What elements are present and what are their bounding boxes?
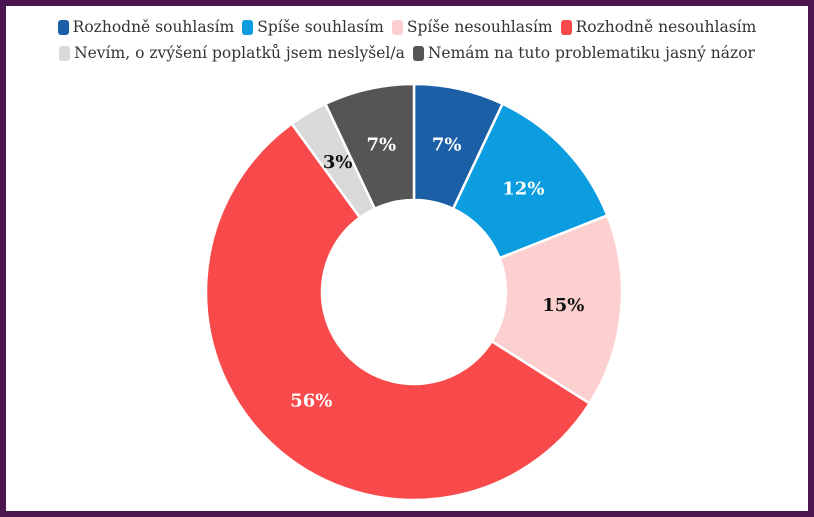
legend-label: Spíše nesouhlasím <box>406 18 553 36</box>
legend-label: Rozhodně nesouhlasím <box>575 18 757 36</box>
legend-item[interactable]: Spíše souhlasím <box>242 18 384 36</box>
donut-slice <box>204 121 592 502</box>
legend-swatch <box>412 45 424 61</box>
legend-item[interactable]: Nemám na tuto problematiku jasný názor <box>412 44 755 62</box>
legend-label: Rozhodně souhlasím <box>72 18 235 36</box>
legend-item[interactable]: Spíše nesouhlasím <box>391 18 553 36</box>
data-label: 7% <box>432 135 462 156</box>
chart: 7% 12% 15% 56% 3% 7% <box>204 82 624 502</box>
legend: Rozhodně souhlasím Spíše souhlasím Spíše n… <box>6 18 808 62</box>
legend-swatch <box>560 19 572 35</box>
donut-slice <box>451 102 610 260</box>
data-label: 12% <box>502 178 544 199</box>
legend-label: Nemám na tuto problematiku jasný názor <box>427 44 755 62</box>
legend-label: Spíše souhlasím <box>257 18 384 36</box>
legend-item[interactable]: Rozhodně souhlasím <box>57 18 235 36</box>
data-label: 15% <box>542 295 584 316</box>
donut-slice <box>323 82 416 211</box>
legend-swatch <box>59 45 71 61</box>
data-label: 3% <box>323 152 353 173</box>
legend-item[interactable]: Nevím, o zvýšení poplatků jsem neslyšel/… <box>59 44 405 62</box>
data-label: 56% <box>290 390 332 411</box>
donut-slice <box>489 213 624 406</box>
legend-label: Nevím, o zvýšení poplatků jsem neslyšel/… <box>74 44 405 62</box>
data-label: 7% <box>366 135 396 156</box>
chart-frame: Rozhodně souhlasím Spíše souhlasím Spíše n… <box>6 6 808 511</box>
legend-item[interactable]: Rozhodně nesouhlasím <box>560 18 757 36</box>
legend-swatch <box>57 19 69 35</box>
legend-swatch <box>391 19 403 35</box>
legend-swatch <box>242 19 254 35</box>
